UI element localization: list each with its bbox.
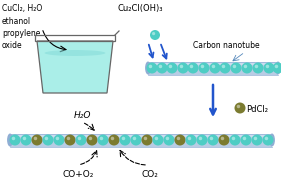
Bar (35, 35, 115, 41)
Circle shape (237, 105, 240, 108)
Circle shape (178, 63, 189, 74)
Circle shape (243, 137, 246, 140)
Circle shape (235, 102, 246, 114)
Circle shape (144, 137, 147, 140)
Circle shape (254, 137, 257, 140)
Text: Cu₂Cl(OH)₃: Cu₂Cl(OH)₃ (118, 4, 164, 13)
Circle shape (87, 135, 98, 146)
Circle shape (164, 135, 175, 146)
Circle shape (219, 63, 230, 74)
Circle shape (188, 137, 191, 140)
Circle shape (100, 137, 103, 140)
Circle shape (169, 65, 172, 68)
Circle shape (175, 135, 185, 146)
Text: Carbon nanotube: Carbon nanotube (193, 41, 260, 50)
Circle shape (275, 65, 278, 68)
Circle shape (241, 63, 253, 74)
Circle shape (198, 63, 210, 74)
Circle shape (21, 135, 31, 146)
Bar (148, 61, 278, 74)
Circle shape (196, 135, 207, 146)
Circle shape (167, 63, 178, 74)
Circle shape (201, 65, 204, 68)
Circle shape (122, 137, 125, 140)
Circle shape (67, 137, 70, 140)
Circle shape (177, 137, 180, 140)
Circle shape (190, 65, 193, 68)
Circle shape (264, 63, 275, 74)
Circle shape (31, 135, 42, 146)
Circle shape (166, 137, 169, 140)
Text: CO₂: CO₂ (142, 170, 158, 179)
Bar (10, 133, 272, 137)
Circle shape (265, 137, 268, 140)
Bar (148, 61, 278, 65)
Circle shape (185, 135, 196, 146)
Circle shape (233, 65, 236, 68)
Circle shape (78, 137, 81, 140)
Circle shape (157, 63, 167, 74)
Polygon shape (37, 41, 113, 93)
Circle shape (130, 135, 142, 146)
Circle shape (150, 30, 160, 40)
Text: H₂O: H₂O (73, 111, 91, 120)
Circle shape (222, 65, 225, 68)
Circle shape (149, 65, 152, 68)
Circle shape (155, 137, 158, 140)
Bar (10, 133, 272, 146)
Circle shape (23, 137, 26, 140)
Circle shape (76, 135, 87, 146)
Ellipse shape (145, 61, 151, 74)
Circle shape (34, 137, 37, 140)
Circle shape (146, 63, 157, 74)
Circle shape (219, 135, 230, 146)
Circle shape (153, 135, 164, 146)
Circle shape (266, 65, 269, 68)
Circle shape (111, 137, 114, 140)
Circle shape (232, 137, 235, 140)
Circle shape (45, 137, 48, 140)
Circle shape (56, 137, 59, 140)
Circle shape (10, 135, 21, 146)
Circle shape (210, 63, 221, 74)
Circle shape (133, 137, 136, 140)
Text: PdCl₂: PdCl₂ (246, 105, 268, 115)
Circle shape (187, 63, 198, 74)
Circle shape (159, 65, 162, 68)
Circle shape (230, 135, 241, 146)
Circle shape (12, 137, 15, 140)
Circle shape (199, 137, 202, 140)
Circle shape (253, 63, 264, 74)
Circle shape (65, 135, 76, 146)
Text: CO+O₂: CO+O₂ (62, 170, 94, 179)
Circle shape (221, 137, 224, 140)
Circle shape (142, 135, 153, 146)
Ellipse shape (269, 133, 275, 146)
Circle shape (244, 65, 247, 68)
Circle shape (207, 135, 219, 146)
Circle shape (119, 135, 130, 146)
Circle shape (180, 65, 183, 68)
Circle shape (251, 135, 262, 146)
Circle shape (212, 65, 215, 68)
Circle shape (89, 137, 92, 140)
Circle shape (262, 135, 273, 146)
Circle shape (210, 137, 213, 140)
Text: CuCl₂, H₂O
ethanol
propylene
oxide: CuCl₂, H₂O ethanol propylene oxide (2, 4, 42, 50)
Circle shape (230, 63, 241, 74)
Circle shape (42, 135, 53, 146)
Circle shape (255, 65, 258, 68)
Circle shape (98, 135, 108, 146)
Ellipse shape (7, 133, 13, 146)
Ellipse shape (275, 61, 281, 74)
Circle shape (152, 32, 155, 35)
Circle shape (108, 135, 119, 146)
Circle shape (53, 135, 65, 146)
Ellipse shape (45, 50, 105, 56)
Circle shape (273, 63, 281, 74)
Circle shape (241, 135, 251, 146)
